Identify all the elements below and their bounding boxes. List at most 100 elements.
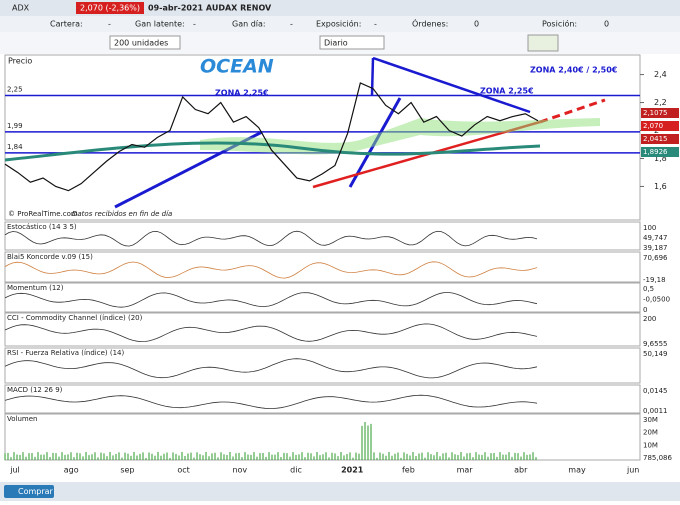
readout-box <box>641 108 679 118</box>
quantity: 200 unidades <box>114 39 168 48</box>
readout: 2,1075 <box>643 109 668 117</box>
moving-average <box>4 141 541 162</box>
indicator-readout: 0 <box>643 306 647 314</box>
indicator-readout: 10M <box>643 441 658 449</box>
indicator-readout: 30M <box>643 416 658 424</box>
x-label: oct <box>177 466 189 475</box>
indicator-readout: 0,0011 <box>643 407 668 415</box>
indicator-label: Blai5 Koncorde v.09 (15) <box>7 253 93 261</box>
x-label: jun <box>626 466 639 475</box>
account-value: 0 <box>474 20 479 29</box>
indicator-label: Estocástico (14 3 5) <box>7 223 77 231</box>
indicator-readout: 200 <box>643 315 656 323</box>
account-label: Gan latente: <box>135 20 185 29</box>
indicator-panel <box>4 413 641 461</box>
indicator-line <box>4 323 538 343</box>
account-value: - <box>193 20 196 29</box>
account-value: - <box>108 20 111 29</box>
chart-type-button[interactable] <box>527 34 559 52</box>
indicator-line <box>4 292 538 308</box>
indicator-readout: -0,0500 <box>643 296 670 304</box>
indicator-readout: 0,0145 <box>643 387 668 395</box>
x-label: mar <box>457 466 474 475</box>
source-note: Datos recibidos en fin de día <box>72 210 172 218</box>
account-label: Exposición: <box>316 19 361 29</box>
x-label: dic <box>290 466 302 475</box>
x-label: abr <box>514 466 528 475</box>
indicator-panel <box>4 221 641 251</box>
indicator-readout: 0,5 <box>643 285 654 293</box>
indicator-line <box>4 394 538 409</box>
indicator-readout: 785,086 <box>643 454 672 462</box>
period-select[interactable] <box>319 35 385 50</box>
quote: 2,070 (-2,36%) <box>80 4 140 13</box>
indicator-readout: -19,18 <box>643 276 666 284</box>
y-tick-label: 1,6 <box>654 182 667 191</box>
y-tick-label: 2,4 <box>654 70 667 79</box>
buy-button[interactable] <box>4 485 54 498</box>
indicator-readout: 9,6555 <box>643 340 668 348</box>
annotation: ZONA 2,25€ <box>215 89 269 98</box>
y-tick-label: 2,2 <box>654 98 667 107</box>
period: Diario <box>324 39 348 48</box>
indicator-readout: 100 <box>643 224 656 232</box>
symbol: ADX <box>12 4 30 13</box>
support-line <box>539 98 606 124</box>
price-line <box>4 82 539 192</box>
account-label: Gan día: <box>232 20 266 29</box>
title-bar <box>0 0 680 16</box>
indicator-readout: 39,187 <box>643 244 668 252</box>
instrument: 09-abr-2021 AUDAX RENOV <box>148 4 272 13</box>
x-label: 2021 <box>341 466 364 475</box>
annotation: ZONA 2,40€ / 2,50€ <box>530 66 618 75</box>
account-label: Órdenes: <box>412 18 448 29</box>
buy-label: Comprar <box>18 487 54 496</box>
readout-box <box>641 134 679 144</box>
watermark: OCEAN <box>200 56 274 78</box>
indicator-readout: 49,747 <box>643 234 668 242</box>
source: © ProRealTime.com <box>8 210 78 218</box>
indicator-panel <box>4 312 641 347</box>
indicator-line <box>4 261 538 279</box>
quantity-select[interactable] <box>109 35 181 50</box>
account-label: Cartera: <box>50 20 83 29</box>
indicator-label: CCI - Commodity Channel (índice) (20) <box>7 314 143 322</box>
indicator-label: Volumen <box>7 415 37 423</box>
account-value: - <box>290 20 293 29</box>
account-value: 0 <box>604 20 609 29</box>
account-bar <box>0 16 680 32</box>
indicator-line <box>4 230 538 247</box>
y-tick-label: 1,8 <box>654 154 667 163</box>
x-label: may <box>568 466 586 475</box>
panel-title: Precio <box>8 57 32 66</box>
indicator-panel <box>4 251 641 283</box>
indicator-readout: 20M <box>643 429 658 437</box>
x-label: nov <box>232 466 247 475</box>
readout-box <box>641 121 679 131</box>
x-label: jul <box>9 466 20 475</box>
indicator-label: MACD (12 26 9) <box>7 386 63 394</box>
bottom-bar <box>0 482 680 501</box>
level-label: 1,84 <box>7 143 23 151</box>
indicator-panel <box>4 384 641 414</box>
x-label: feb <box>402 466 415 475</box>
trend-line <box>370 57 375 96</box>
annotation: ZONA 2,25€ <box>480 87 534 96</box>
trend-line <box>372 56 531 114</box>
volume-bars <box>4 422 537 460</box>
level-label: 2,25 <box>7 86 23 94</box>
indicator-line <box>4 358 538 379</box>
indicator-readout: 70,696 <box>643 254 668 262</box>
indicator-readout: 50,149 <box>643 350 668 358</box>
x-label: ago <box>64 466 79 475</box>
level-label: 1,99 <box>7 122 23 130</box>
readout: 1,8926 <box>643 148 668 156</box>
readout: 2,070 <box>643 122 663 130</box>
x-label: sep <box>120 466 134 475</box>
indicator-label: RSI - Fuerza Relativa (índice) (14) <box>7 349 124 357</box>
account-label: Posición: <box>542 19 577 29</box>
quote-box <box>76 2 144 14</box>
readout: 2,0415 <box>643 135 668 143</box>
indicator-label: Momentum (12) <box>7 284 64 292</box>
